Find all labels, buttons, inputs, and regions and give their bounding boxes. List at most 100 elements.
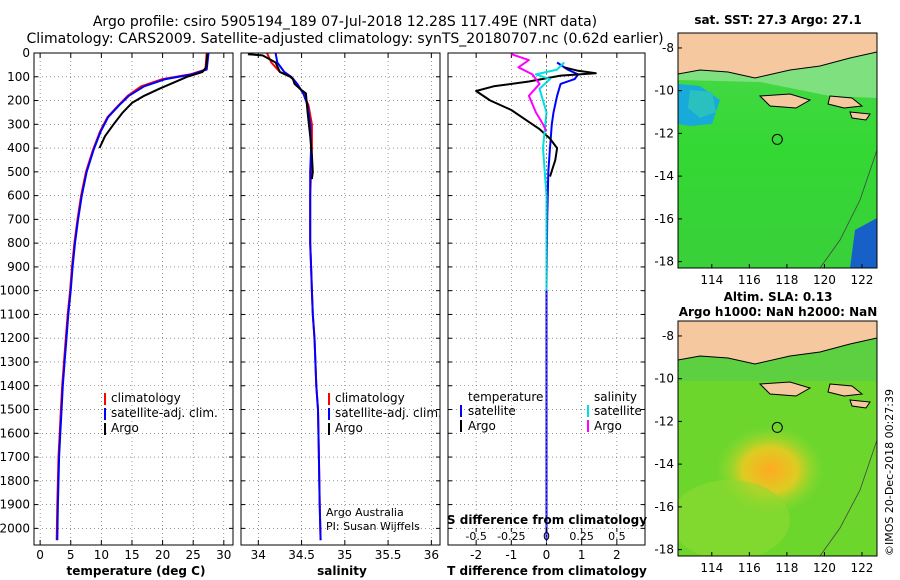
- depth-tick-label: 1800: [0, 474, 30, 488]
- map-x-tick-label: 120: [813, 273, 836, 287]
- map-y-tick-label: -8: [662, 329, 674, 343]
- sst-map-ticks: 114 116 118 120 122 -8 -10 -12 -14 -16 -18: [654, 41, 873, 287]
- series-line-satellite-adj-clim-: [274, 52, 322, 541]
- legend-label-climatology: climatology: [335, 391, 405, 405]
- x-tick-label: 34.5: [288, 548, 315, 562]
- salinity-panel: 34 34.5 35 35.5 36: [240, 52, 441, 562]
- sst-map-title: sat. SST: 27.3 Argo: 27.1: [694, 13, 861, 27]
- depth-tick-label: 1000: [0, 284, 30, 298]
- figure-title-line2: Climatology: CARS2009. Satellite-adjuste…: [26, 31, 663, 47]
- map-y-tick-label: -16: [654, 212, 674, 226]
- sst-coastline: [819, 149, 877, 268]
- sla-map-ticks: 114 116 118 120 122 -8 -10 -12 -14 -16 -18: [654, 329, 873, 575]
- difference-panel: -2 -1 0 1 2: [447, 52, 646, 562]
- salinity-axis-label: salinity: [317, 564, 367, 578]
- s-diff-tick-label: 0.25: [569, 530, 594, 543]
- map-y-tick-label: -12: [654, 126, 674, 140]
- legend-label-satellite: satellite-adj. clim.: [335, 406, 442, 420]
- map-x-tick-label: 118: [775, 273, 798, 287]
- x-tick-label: 10: [94, 548, 109, 562]
- sla-map-frame: [677, 320, 878, 557]
- annotation-argo-australia: Argo Australia: [326, 506, 404, 519]
- s-diff-tick-label: -0.25: [497, 530, 525, 543]
- sla-coastline: [819, 439, 877, 556]
- legend-label-climatology: climatology: [111, 391, 181, 405]
- sla-float-marker: [771, 421, 783, 433]
- plot-area: [34, 53, 233, 545]
- series-line-temperature-argo: [475, 66, 597, 177]
- series-line-argo: [247, 53, 314, 180]
- map-y-tick-label: -10: [654, 84, 674, 98]
- depth-tick-label: 1300: [0, 355, 30, 369]
- depth-tick-label: 600: [7, 189, 30, 203]
- imos-credit: ©IMOS 20-Dec-2018 00:27:39: [883, 389, 896, 556]
- x-tick-label: 1: [578, 548, 586, 562]
- x-tick-label: 0: [543, 548, 551, 562]
- map-x-tick-label: 120: [813, 561, 836, 575]
- series-line-satellite-adj-clim-: [56, 52, 210, 541]
- temperature-axis-label: temperature (deg C): [67, 564, 206, 578]
- depth-tick-label: 300: [7, 117, 30, 131]
- sla-land-flores: [827, 383, 864, 397]
- map-x-tick-label: 122: [851, 273, 874, 287]
- sla-land-sumba: [849, 399, 871, 409]
- depth-tick-label: 100: [7, 70, 30, 84]
- sla-map-title: Altim. SLA: 0.13: [724, 290, 833, 304]
- sst-land-sumbawa: [758, 93, 812, 109]
- sla-land-sumbawa: [758, 381, 812, 397]
- depth-tick-label: 0: [22, 46, 30, 60]
- annotation-pi: PI: Susan Wijffels: [326, 520, 420, 533]
- depth-tick-label: 1500: [0, 403, 30, 417]
- map-x-tick-label: 118: [775, 561, 798, 575]
- x-tick-label: 0: [36, 548, 44, 562]
- plot-frame: [33, 52, 234, 546]
- legend-label-sal-satellite: satellite: [594, 404, 642, 418]
- map-x-tick-label: 114: [700, 561, 723, 575]
- series-line-salinity-argo: [510, 53, 548, 132]
- s-difference-axis-label: S difference from climatology: [447, 513, 647, 527]
- sst-land-sumba: [849, 111, 871, 121]
- map-y-tick-label: -14: [654, 457, 674, 471]
- depth-tick-label: 400: [7, 141, 30, 155]
- legend-label-temp-argo: Argo: [468, 419, 496, 433]
- depth-tick-label: 800: [7, 236, 30, 250]
- depth-tick-label: 200: [7, 94, 30, 108]
- depth-tick-label: 1200: [0, 331, 30, 345]
- legend-header-temperature: temperature: [468, 390, 543, 404]
- map-x-tick-label: 122: [851, 561, 874, 575]
- temperature-legend: climatology satellite-adj. clim. Argo: [104, 391, 218, 435]
- depth-tick-label: 1100: [0, 307, 30, 321]
- sla-map-area: [678, 321, 877, 556]
- map-x-tick-label: 116: [738, 561, 761, 575]
- sst-cool-water-core: [688, 90, 716, 118]
- x-tick-label: 34: [251, 548, 266, 562]
- x-tick-label: 25: [186, 548, 201, 562]
- legend-label-sal-argo: Argo: [594, 419, 622, 433]
- x-tick-label: -2: [470, 548, 482, 562]
- depth-tick-label: 900: [7, 260, 30, 274]
- difference-axis-label: T difference from climatology: [447, 564, 647, 578]
- difference-legend: temperature salinity satellite Argo sate…: [460, 390, 642, 433]
- legend-label-argo: Argo: [111, 421, 139, 435]
- series-line-argo: [98, 54, 209, 149]
- sst-cold-corner: [850, 218, 877, 268]
- salinity-legend: climatology satellite-adj. clim. Argo Ar…: [326, 391, 442, 533]
- x-tick-label: -1: [505, 548, 517, 562]
- s-diff-tick-label: 0.5: [608, 530, 626, 543]
- x-tick-label: 36: [424, 548, 439, 562]
- map-y-tick-label: -12: [654, 414, 674, 428]
- map-x-tick-label: 114: [700, 273, 723, 287]
- x-tick-label: 2: [613, 548, 621, 562]
- sst-land-flores: [827, 95, 864, 109]
- map-y-tick-label: -18: [654, 543, 674, 557]
- sst-float-marker: [771, 133, 783, 145]
- temperature-panel: 0 5 10 15 20 25 30: [33, 52, 234, 562]
- map-y-tick-label: -16: [654, 500, 674, 514]
- legend-header-salinity: salinity: [594, 390, 637, 404]
- sla-secondary-high: [678, 480, 790, 556]
- map-y-tick-label: -14: [654, 169, 674, 183]
- x-tick-label: 35: [337, 548, 352, 562]
- depth-tick-label: 2000: [0, 521, 30, 535]
- depth-tick-label: 500: [7, 165, 30, 179]
